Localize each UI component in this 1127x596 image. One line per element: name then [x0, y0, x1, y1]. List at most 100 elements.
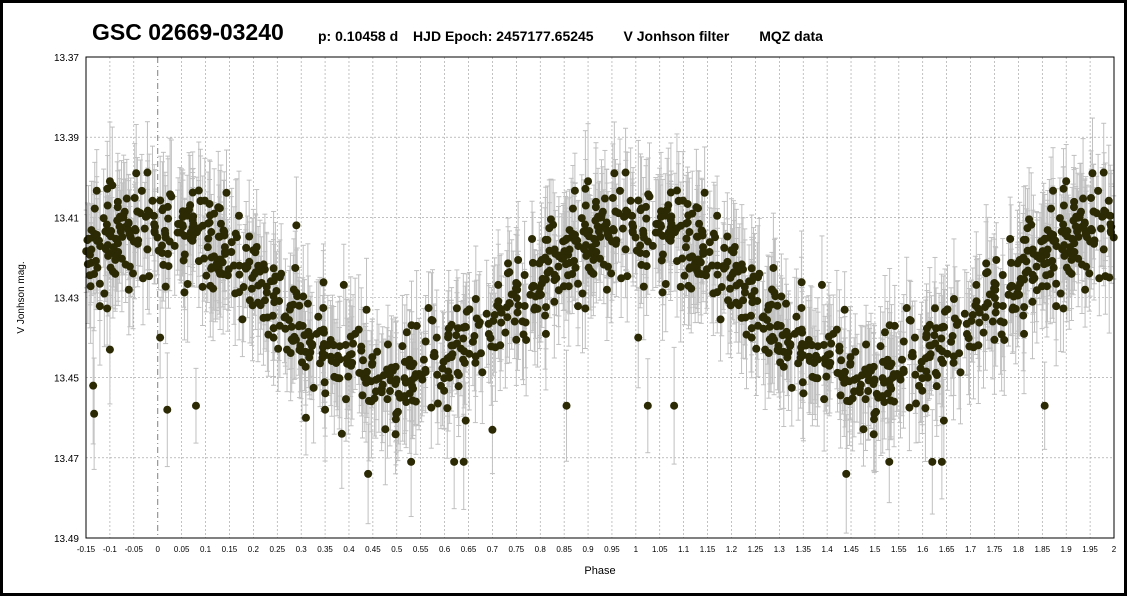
- data-point: [383, 340, 392, 349]
- data-point: [639, 282, 648, 291]
- data-point: [396, 393, 405, 402]
- period-label: p: 0.10458 d: [318, 28, 399, 44]
- data-point: [1072, 212, 1081, 221]
- data-point: [526, 290, 535, 299]
- chart-subtitle: p: 0.10458 d HJD Epoch: 2457177.65245 V …: [318, 28, 823, 44]
- data-point: [541, 329, 550, 338]
- data-point: [175, 219, 184, 228]
- data-point: [985, 290, 994, 299]
- data-point: [972, 280, 981, 289]
- data-point: [930, 331, 939, 340]
- data-point: [319, 303, 328, 312]
- data-point: [845, 397, 854, 406]
- data-point: [1052, 279, 1061, 288]
- data-point: [1020, 329, 1029, 338]
- data-point: [846, 360, 855, 369]
- chart-title: GSC 02669-03240: [92, 19, 284, 45]
- data-point: [992, 255, 1001, 264]
- data-point: [922, 367, 931, 376]
- data-point: [401, 378, 410, 387]
- data-point: [608, 193, 617, 202]
- data-point: [1056, 289, 1065, 298]
- data-point: [568, 204, 577, 213]
- data-point: [927, 341, 936, 350]
- data-point: [550, 270, 559, 279]
- data-point: [680, 271, 689, 280]
- data-point: [131, 225, 140, 234]
- data-point: [341, 395, 350, 404]
- data-point: [1100, 206, 1109, 215]
- data-point: [732, 261, 741, 270]
- data-point: [269, 292, 278, 301]
- data-point: [170, 241, 179, 250]
- data-point: [615, 186, 624, 195]
- data-point: [103, 304, 112, 313]
- data-point: [1032, 262, 1041, 271]
- data-point: [581, 184, 590, 193]
- data-point: [661, 211, 670, 220]
- data-point: [932, 370, 941, 379]
- data-point: [637, 260, 646, 269]
- data-point: [593, 222, 602, 231]
- data-point: [1042, 271, 1051, 280]
- data-point: [908, 348, 917, 357]
- data-point: [651, 228, 660, 237]
- data-point: [443, 404, 452, 413]
- data-point: [713, 261, 722, 270]
- data-point: [1099, 245, 1108, 254]
- data-point: [121, 260, 130, 269]
- data-point: [253, 298, 262, 307]
- data-point: [454, 370, 463, 379]
- data-point: [1032, 286, 1041, 295]
- data-point: [158, 241, 167, 250]
- data-point: [720, 243, 729, 252]
- data-point: [940, 323, 949, 332]
- data-point: [835, 342, 844, 351]
- data-point: [771, 292, 780, 301]
- data-point: [636, 248, 645, 257]
- data-point: [796, 353, 805, 362]
- data-point: [512, 335, 521, 344]
- data-point: [274, 344, 283, 353]
- data-point: [161, 282, 170, 291]
- data-point: [189, 212, 198, 221]
- data-point: [235, 270, 244, 279]
- data-point: [602, 218, 611, 227]
- data-point: [681, 243, 690, 252]
- data-point: [407, 321, 416, 330]
- data-point: [391, 430, 400, 439]
- data-point: [982, 259, 991, 268]
- data-point: [693, 232, 702, 241]
- data-point: [330, 372, 339, 381]
- data-point: [335, 342, 344, 351]
- data-point: [749, 272, 758, 281]
- data-point: [198, 282, 207, 291]
- data-point: [541, 275, 550, 284]
- data-point: [870, 409, 879, 418]
- data-point: [541, 311, 550, 320]
- data-point: [742, 330, 751, 339]
- data-point: [990, 278, 999, 287]
- data-point: [672, 224, 681, 233]
- data-point: [1085, 269, 1094, 278]
- data-point: [391, 377, 400, 386]
- data-point: [348, 358, 357, 367]
- data-point: [851, 347, 860, 356]
- data-point: [853, 374, 862, 383]
- data-point: [163, 249, 172, 258]
- data-point: [289, 300, 298, 309]
- data-point: [1059, 304, 1068, 313]
- data-point: [1058, 245, 1067, 254]
- data-point: [661, 279, 670, 288]
- data-point: [713, 211, 722, 220]
- data-point: [362, 305, 371, 314]
- data-point: [752, 344, 761, 353]
- data-point: [691, 261, 700, 270]
- data-point: [699, 247, 708, 256]
- data-point: [173, 228, 182, 237]
- data-point: [922, 333, 931, 342]
- data-point: [93, 263, 102, 272]
- data-point: [777, 292, 786, 301]
- data-point: [247, 284, 256, 293]
- data-point: [797, 303, 806, 312]
